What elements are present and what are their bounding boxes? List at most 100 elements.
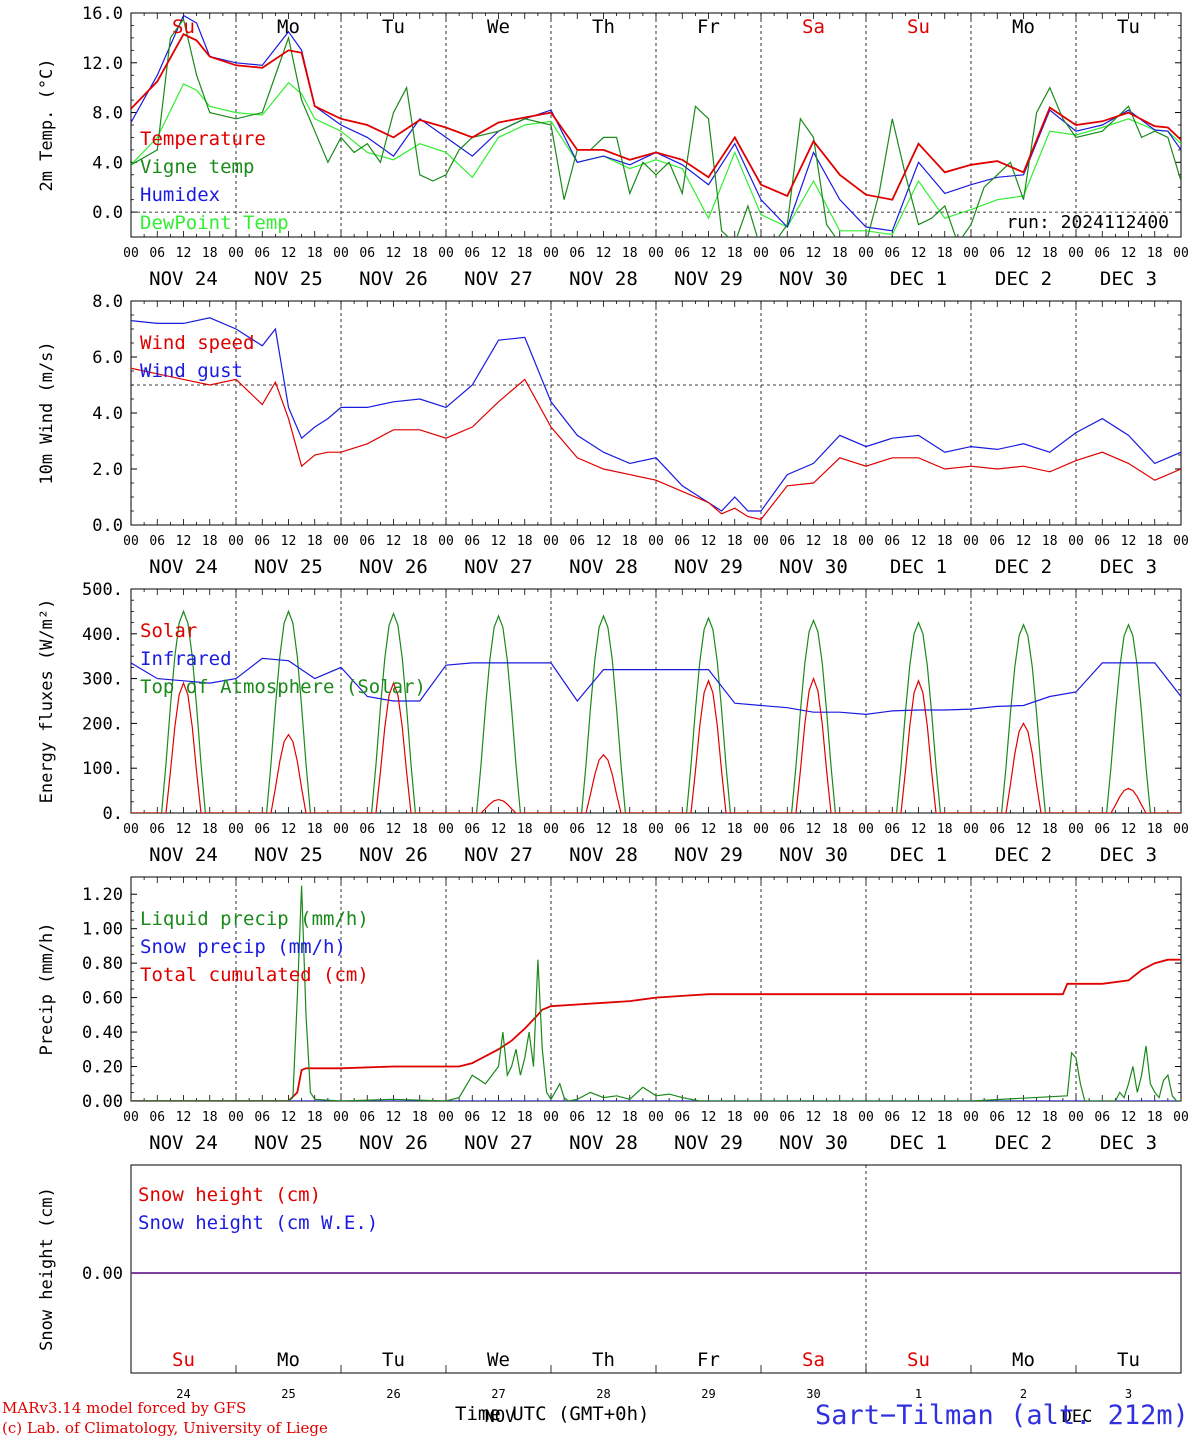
series-line-3	[131, 958, 1181, 1101]
hour-tick-label: 00	[1068, 534, 1084, 549]
y-tick-label: 400.	[82, 625, 123, 645]
date-label: NOV 29	[674, 268, 743, 290]
hour-tick-label: 18	[1042, 246, 1058, 261]
day-label: Su	[907, 1349, 930, 1371]
hour-tick-label: 06	[884, 822, 900, 837]
date-label: NOV 29	[674, 1132, 743, 1154]
date-label: NOV 26	[359, 268, 428, 290]
hour-tick-label: 18	[412, 822, 428, 837]
hour-tick-label: 06	[779, 246, 795, 261]
hour-tick-label: 12	[701, 534, 717, 549]
panel-2: 8.0 6.0 4.0 2.0 0.0 10m Wind (m/s) Wind speed W…	[37, 292, 1189, 578]
date-label: NOV 28	[569, 844, 638, 866]
panel-4: 1.20 1.00 0.80 0.60 0.40 0.20 0.00 Precip (mm/h…	[37, 876, 1189, 1154]
hour-tick-label: 18	[412, 534, 428, 549]
date-label: NOV 28	[569, 1132, 638, 1154]
date-label: NOV 28	[569, 556, 638, 578]
hour-tick-label: 00	[123, 1110, 139, 1125]
hour-tick-label: 06	[464, 1110, 480, 1125]
hour-tick-label: 12	[386, 534, 402, 549]
series-line-1	[131, 33, 1181, 201]
hour-tick-label: 18	[622, 1110, 638, 1125]
hour-tick-label: 06	[254, 1110, 270, 1125]
hour-tick-label: 06	[464, 822, 480, 837]
hour-tick-label: 06	[254, 534, 270, 549]
hour-tick-label: 06	[254, 822, 270, 837]
legend-entry-3: Total cumulated (cm)	[140, 964, 369, 986]
day-label: Th	[592, 1349, 615, 1371]
y-tick-label: 12.0	[82, 54, 123, 74]
hour-tick-label: 18	[1147, 822, 1163, 837]
y-tick-label: 2.0	[92, 460, 123, 480]
hour-tick-label: 18	[832, 246, 848, 261]
y-tick-label: 0.80	[82, 954, 123, 974]
hour-tick-label: 18	[1147, 246, 1163, 261]
hour-tick-label: 18	[202, 1110, 218, 1125]
legend-entry-1: Liquid precip (mm/h)	[140, 908, 369, 930]
hour-tick-label: 12	[386, 1110, 402, 1125]
plot-frame	[130, 300, 1182, 526]
hour-tick-label: 12	[1121, 534, 1137, 549]
date-number: 28	[596, 1387, 610, 1401]
hour-tick-label: 18	[937, 534, 953, 549]
date-label: NOV 30	[779, 844, 848, 866]
hour-tick-label: 06	[569, 534, 585, 549]
date-label: NOV 27	[464, 844, 533, 866]
month-overlay-nov: NOV	[485, 1407, 516, 1427]
y-tick-label: 200.	[82, 714, 123, 734]
hour-tick-label: 12	[596, 822, 612, 837]
y-axis-label: 10m Wind (m/s)	[37, 341, 57, 484]
hour-tick-label: 00	[543, 822, 559, 837]
hour-tick-label: 06	[989, 1110, 1005, 1125]
date-label: NOV 26	[359, 844, 428, 866]
panel-1: 16.0 12.0 8.0 4.0 0.0 2m Temp. (°C) Temperatur…	[37, 4, 1189, 290]
date-label: NOV 25	[254, 268, 323, 290]
hour-tick-label: 12	[176, 534, 192, 549]
hour-tick-label: 06	[884, 534, 900, 549]
y-axis-label: Energy fluxes (W/m²)	[37, 599, 57, 804]
y-tick-label: 8.0	[92, 292, 123, 312]
legend-entry-3: Humidex	[140, 184, 220, 206]
hour-tick-label: 12	[281, 534, 297, 549]
hour-tick-label: 12	[176, 246, 192, 261]
hour-tick-label: 00	[858, 1110, 874, 1125]
hour-tick-label: 00	[963, 534, 979, 549]
hour-tick-label: 12	[281, 246, 297, 261]
hour-tick-label: 18	[622, 822, 638, 837]
date-number: 30	[806, 1387, 820, 1401]
day-label: Fr	[697, 1349, 720, 1371]
hour-tick-label: 18	[622, 246, 638, 261]
day-label: Mo	[277, 1349, 300, 1371]
y-tick-label: 8.0	[92, 104, 123, 124]
day-label: Mo	[1012, 16, 1035, 38]
legend-entry-1: Temperature	[140, 128, 266, 150]
hour-tick-label: 18	[727, 534, 743, 549]
hour-tick-label: 00	[648, 534, 664, 549]
hour-tick-label: 12	[386, 246, 402, 261]
hour-tick-label: 12	[176, 1110, 192, 1125]
hour-tick-label: 18	[517, 822, 533, 837]
hour-tick-label: 00	[753, 246, 769, 261]
hour-tick-label: 18	[1147, 534, 1163, 549]
hour-tick-label: 00	[333, 1110, 349, 1125]
hour-tick-label: 18	[727, 1110, 743, 1125]
hour-tick-label: 12	[911, 822, 927, 837]
date-label: NOV 30	[779, 268, 848, 290]
date-label: DEC 1	[890, 844, 947, 866]
date-label: NOV 28	[569, 268, 638, 290]
hour-tick-label: 18	[832, 534, 848, 549]
hour-tick-label: 18	[1042, 822, 1058, 837]
hour-tick-label: 18	[937, 1110, 953, 1125]
hour-tick-label: 00	[1068, 1110, 1084, 1125]
hour-tick-label: 12	[176, 822, 192, 837]
hour-tick-label: 18	[307, 246, 323, 261]
y-tick-label: 1.20	[82, 885, 123, 905]
hour-tick-label: 12	[1121, 1110, 1137, 1125]
day-label: Sa	[802, 16, 825, 38]
day-label: Tu	[382, 1349, 405, 1371]
y-axis-label: Snow height (cm)	[37, 1187, 57, 1351]
hour-tick-label: 06	[989, 822, 1005, 837]
hour-tick-label: 12	[596, 246, 612, 261]
hour-tick-label: 00	[648, 1110, 664, 1125]
hour-tick-label: 06	[1094, 534, 1110, 549]
